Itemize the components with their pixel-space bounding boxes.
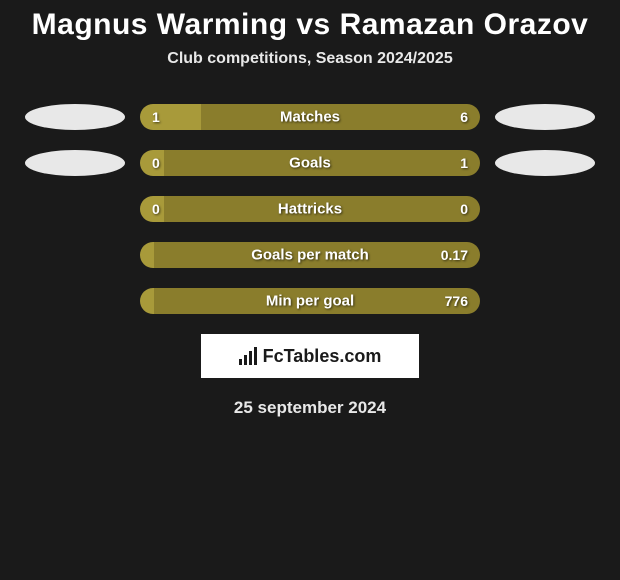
- stat-value-left: 1: [152, 109, 160, 125]
- date-label: 25 september 2024: [0, 398, 620, 418]
- stat-value-left: 0: [152, 201, 160, 217]
- stat-row: Goals 0 1: [0, 150, 620, 176]
- player-right-marker: [495, 150, 595, 176]
- player-right-marker: [495, 104, 595, 130]
- bar-segment-left: [140, 288, 154, 314]
- stat-label: Matches: [280, 109, 340, 126]
- page-title: Magnus Warming vs Ramazan Orazov: [0, 6, 620, 50]
- stat-label: Goals: [289, 155, 331, 172]
- player-left-marker: [25, 104, 125, 130]
- stat-bar: Matches 1 6: [140, 104, 480, 130]
- stat-bar: Min per goal 776: [140, 288, 480, 314]
- stat-label: Min per goal: [266, 293, 354, 310]
- comparison-widget: Magnus Warming vs Ramazan Orazov Club co…: [0, 0, 620, 418]
- stat-value-right: 776: [445, 293, 468, 309]
- bar-segment-left: [140, 242, 154, 268]
- stat-label: Goals per match: [251, 247, 369, 264]
- stat-value-right: 0.17: [441, 247, 468, 263]
- stat-rows: Matches 1 6 Goals 0 1 Hattricks 0 0 Goals per mat…: [0, 104, 620, 314]
- fctables-logo[interactable]: FcTables.com: [201, 334, 419, 378]
- bar-segment-left: [140, 104, 201, 130]
- stat-bar: Goals 0 1: [140, 150, 480, 176]
- stat-value-right: 6: [460, 109, 468, 125]
- stat-value-left: 0: [152, 155, 160, 171]
- subtitle: Club competitions, Season 2024/2025: [0, 50, 620, 68]
- player-left-marker: [25, 150, 125, 176]
- stat-row: Matches 1 6: [0, 104, 620, 130]
- logo-text: FcTables.com: [263, 346, 382, 367]
- stat-bar: Goals per match 0.17: [140, 242, 480, 268]
- stat-value-right: 1: [460, 155, 468, 171]
- stat-label: Hattricks: [278, 201, 342, 218]
- stat-row: Goals per match 0.17: [0, 242, 620, 268]
- stat-value-right: 0: [460, 201, 468, 217]
- stat-bar: Hattricks 0 0: [140, 196, 480, 222]
- stat-row: Hattricks 0 0: [0, 196, 620, 222]
- stat-row: Min per goal 776: [0, 288, 620, 314]
- bar-chart-icon: [239, 347, 257, 365]
- bar-segment-right: [201, 104, 480, 130]
